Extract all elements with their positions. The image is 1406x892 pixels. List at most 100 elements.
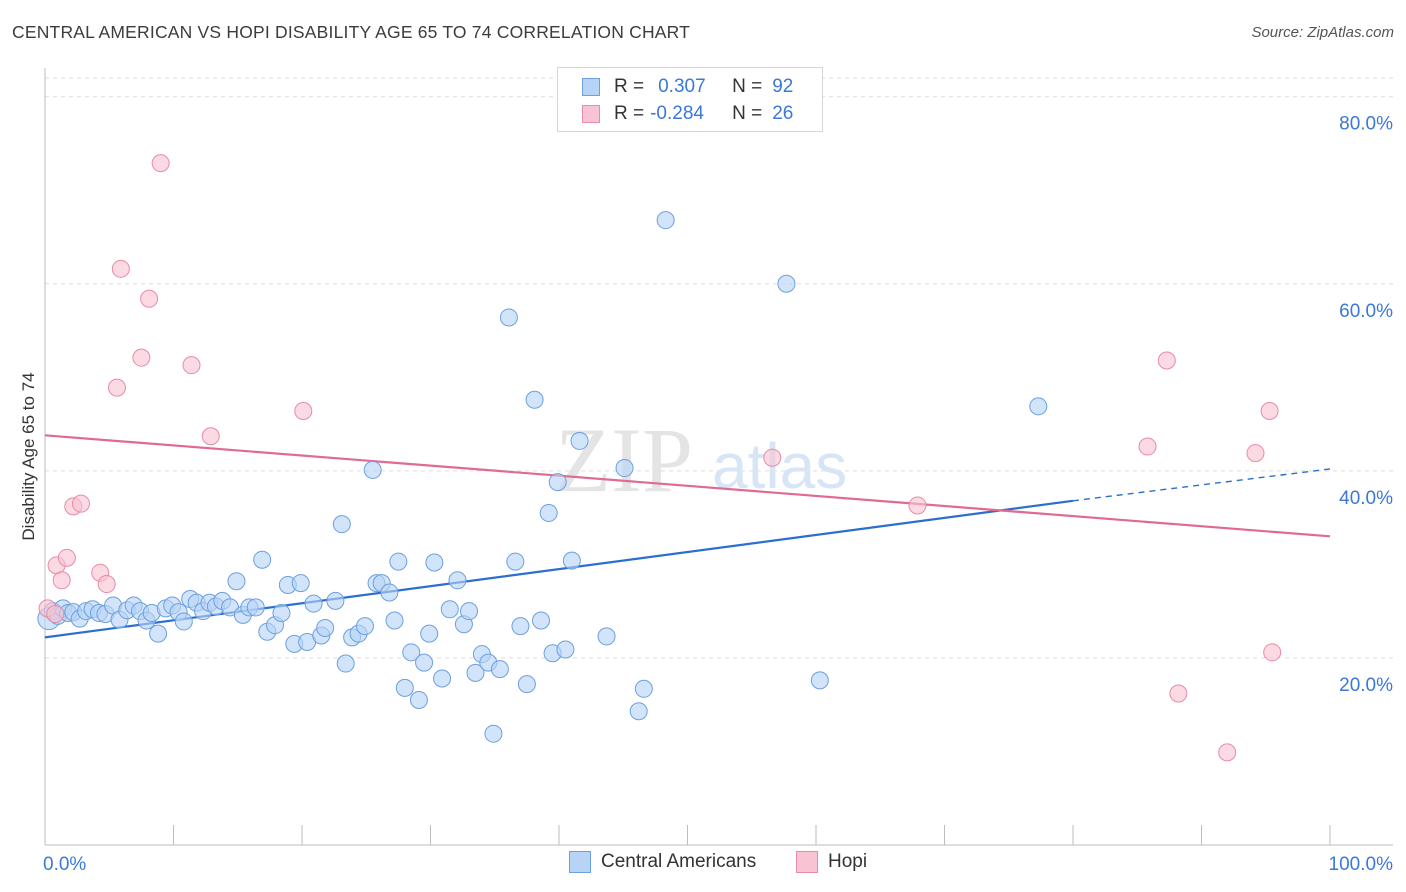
central-american-point: [597, 627, 616, 646]
hopi-point: [57, 548, 76, 567]
hopi-point: [1157, 351, 1176, 370]
central-american-point: [253, 550, 272, 569]
legend-r-value: 0.307: [658, 76, 706, 97]
central-american-point: [532, 611, 551, 630]
source-label: Source: ZipAtlas.com: [1251, 24, 1394, 41]
legend-r-value: -0.284: [650, 103, 704, 124]
central-american-point: [415, 653, 434, 672]
legend-n-value: 26: [772, 103, 794, 124]
hopi-point: [151, 154, 170, 173]
hopi-point: [1246, 444, 1265, 463]
central-american-point: [517, 675, 536, 694]
hopi-point: [1169, 684, 1188, 703]
central-american-point: [420, 624, 439, 643]
points-layer: [37, 154, 1282, 762]
central-american-point: [355, 617, 374, 636]
y-tick-label: 60.0%: [1339, 301, 1393, 322]
central-american-point: [499, 308, 518, 327]
central-american-point: [506, 552, 525, 571]
y-tick-label: 80.0%: [1339, 114, 1393, 135]
central-american-point: [291, 574, 310, 593]
y-tick-label: 20.0%: [1339, 675, 1393, 696]
central-american-point: [460, 602, 479, 621]
central-american-point: [440, 600, 459, 619]
legend-swatch-hopi: [582, 105, 600, 123]
legend-n-value: 92: [772, 76, 794, 97]
bottom-legend-hopi: Hopi: [796, 851, 867, 873]
bottom-legend-swatch-central: [569, 851, 591, 873]
legend-row-hopi: R = -0.284 N = 26: [582, 101, 793, 127]
central-american-point: [433, 669, 452, 688]
central-american-point: [326, 591, 345, 610]
hopi-point: [908, 496, 927, 515]
legend-swatch-central: [582, 78, 600, 96]
hopi-point: [1263, 643, 1282, 662]
central-american-point: [484, 724, 503, 743]
central-american-point: [656, 211, 675, 230]
y-axis-title: Disability Age 65 to 74: [19, 372, 38, 540]
hopi-point: [107, 378, 126, 397]
grid-layer: [45, 77, 1393, 659]
central-american-point: [1029, 397, 1048, 416]
central-american-point: [634, 679, 653, 698]
central-american-point: [425, 553, 444, 572]
central-american-point: [448, 571, 467, 590]
axis-layer: [44, 68, 1393, 846]
hopi-point: [71, 494, 90, 513]
correlation-legend: R = 0.307 N = 92 R = -0.284 N = 26: [557, 67, 823, 132]
legend-n-label: N =: [732, 76, 763, 97]
bottom-legend-label-hopi: Hopi: [828, 851, 868, 872]
central-american-point: [525, 390, 544, 409]
hopi-trendline: [44, 434, 1331, 538]
central-american-point: [149, 624, 168, 643]
central-american-point: [246, 598, 265, 617]
hopi-point: [140, 289, 159, 308]
bottom-legend-swatch-hopi: [796, 851, 818, 873]
central-american-point: [380, 583, 399, 602]
hopi-point: [46, 604, 65, 623]
hopi-point: [1138, 437, 1157, 456]
central-american-point: [539, 503, 558, 522]
central-american-point: [227, 572, 246, 591]
central-american-point: [363, 460, 382, 479]
watermark-atlas: atlas: [712, 430, 847, 502]
central-american-point: [316, 618, 335, 637]
central-american-point: [466, 663, 485, 682]
central-american-point: [402, 643, 421, 662]
central-american-trendline-extension: [1072, 468, 1331, 502]
central-american-point: [395, 678, 414, 697]
central-american-point: [336, 654, 355, 673]
central-american-point: [304, 594, 323, 613]
bottom-legend-central: Central Americans: [569, 851, 756, 873]
y-tick-label: 40.0%: [1339, 488, 1393, 509]
central-american-point: [385, 611, 404, 630]
hopi-point: [111, 259, 130, 278]
central-american-point: [556, 640, 575, 659]
central-american-point: [490, 660, 509, 679]
x-tick-label: 0.0%: [43, 854, 86, 875]
legend-r-label: R =: [614, 103, 645, 124]
hopi-point: [132, 348, 151, 367]
legend-row-central: R = 0.307 N = 92: [582, 74, 793, 100]
central-american-point: [562, 551, 581, 570]
label-layer: 20.0% 40.0% 60.0% 80.0% 0.0% 100.0% Disability…: [19, 114, 1393, 875]
central-american-point: [389, 552, 408, 571]
hopi-point: [763, 448, 782, 467]
central-american-point: [548, 473, 567, 492]
hopi-point: [1260, 401, 1279, 420]
central-american-point: [174, 612, 193, 631]
hopi-point: [201, 427, 220, 446]
central-american-point: [409, 691, 428, 710]
hopi-point: [294, 401, 313, 420]
central-american-point: [629, 702, 648, 721]
central-american-point: [272, 604, 291, 623]
central-american-point: [570, 431, 589, 450]
central-american-point: [615, 459, 634, 478]
central-american-point: [810, 671, 829, 690]
hopi-point: [182, 356, 201, 375]
central-american-point: [332, 515, 351, 534]
bottom-legend-label-central: Central Americans: [601, 851, 757, 872]
legend-r-label: R =: [614, 76, 645, 97]
hopi-point: [52, 571, 71, 590]
